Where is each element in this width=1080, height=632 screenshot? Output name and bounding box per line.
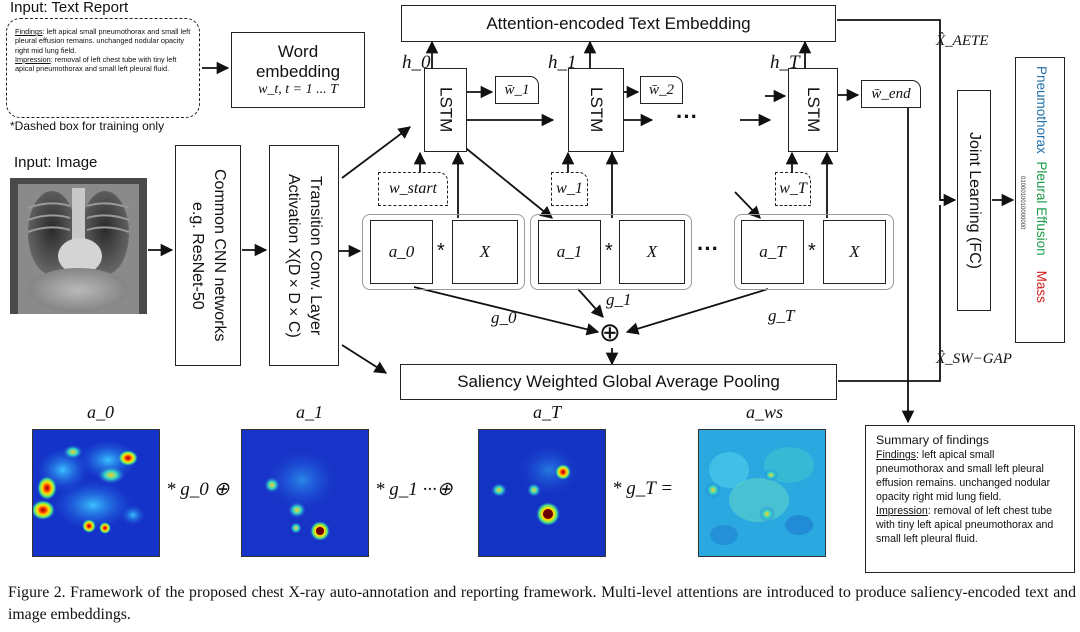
g1-label: g_1: [606, 290, 632, 309]
input-word-T: w_T: [775, 172, 811, 206]
label-mass: Mass: [1034, 270, 1049, 303]
input-text-title: Input: Text Report: [10, 0, 129, 16]
label-pleural-effusion: Pleural Effusion: [1034, 161, 1049, 256]
X0-label: X: [479, 242, 491, 261]
swgap-label: X̂_SW−GAP: [936, 351, 1012, 367]
transition-line1: Transition Conv. Layer: [307, 175, 324, 336]
summary-findings-text: : left apical small pneumothorax and sma…: [876, 449, 1051, 503]
output-word-1: w̄_1: [495, 76, 539, 104]
X1-label: X: [646, 242, 658, 261]
heatmap-op-1: * g_1 ···⊕: [375, 479, 453, 500]
lstm-ellipsis: ···: [676, 104, 698, 129]
training-note: *Dashed box for training only: [10, 119, 165, 133]
attention-group-1: [530, 214, 692, 290]
label-code: 0100010010000000: [1019, 176, 1025, 230]
summary-impression-text: : removal of left chest tube with tiny l…: [876, 505, 1054, 545]
joint-learning-box: Joint Learning (FC): [957, 90, 991, 311]
output-word-2-label: w̄_2: [648, 81, 674, 98]
attention-text-embedding-label: Attention-encoded Text Embedding: [486, 13, 751, 33]
h1-label: h_1: [548, 52, 577, 73]
report-impression-label: Impression: [15, 54, 51, 64]
word-embedding-formula: w_t, t = 1 ... T: [258, 82, 338, 97]
heatmap-title-a0: a_0: [87, 402, 114, 422]
g0-label: g_0: [491, 308, 517, 327]
heatmap-op-0: * g_0 ⊕: [166, 479, 230, 500]
attention-map-a0: a_0: [370, 220, 433, 284]
heatmap-title-aws: a_ws: [746, 402, 784, 422]
aete-label: X̂_AETE: [936, 33, 989, 49]
input-image-title: Input: Image: [14, 154, 98, 171]
lstm-cell-0: LSTM: [424, 68, 467, 152]
input-word-start: w_start: [378, 172, 448, 206]
a0-label: a_0: [388, 242, 415, 261]
aT-label: a_T: [759, 242, 786, 261]
input-word-T-label: w_T: [779, 180, 807, 197]
a1-label: a_1: [556, 242, 583, 261]
heatmap-a1: [241, 429, 369, 557]
lstm-0-label: LSTM: [436, 87, 456, 133]
input-word-1: w_1: [551, 172, 588, 206]
lstm-cell-T: LSTM: [788, 68, 838, 152]
input-word-start-label: w_start: [388, 180, 437, 197]
heatmap-title-aT: a_T: [533, 402, 562, 422]
attention-ellipsis: ···: [697, 236, 719, 261]
summary-box: Summary of findings Findings: left apica…: [865, 425, 1075, 573]
heatmap-title-a1: a_1: [296, 402, 323, 422]
input-word-1-label: w_1: [556, 180, 583, 197]
feature-X-0: X: [452, 220, 518, 284]
lstm-1-label: LSTM: [587, 87, 606, 133]
word-embedding-line2: embedding: [255, 62, 341, 81]
saliency-gap-box: Saliency Weighted Global Average Pooling: [400, 364, 837, 400]
attention-text-embedding-box: Attention-encoded Text Embedding: [401, 5, 836, 42]
output-word-1-label: w̄_1: [504, 81, 530, 98]
feature-X-1: X: [619, 220, 685, 284]
transition-line2: Activation X(D×D×C): [285, 173, 302, 338]
summary-impression-label: Impression: [876, 505, 928, 517]
summary-title: Summary of findings: [876, 433, 989, 447]
label-pneumothorax: Pneumothorax: [1034, 66, 1049, 154]
output-word-2: w̄_2: [640, 76, 683, 104]
oplus-symbol: ⊕: [599, 317, 621, 347]
attention-group-T: [734, 214, 894, 290]
times-1: *: [605, 240, 613, 262]
saliency-gap-label: Saliency Weighted Global Average Pooling: [457, 372, 780, 391]
cnn-line2: e.g. ResNet-50: [189, 201, 206, 310]
heatmap-a0: [32, 429, 160, 557]
report-impression-text: : removal of left chest tube with tiny l…: [15, 54, 177, 74]
lstm-cell-1: LSTM: [568, 68, 624, 152]
joint-learning-label: Joint Learning (FC): [966, 132, 983, 269]
XT-label: X: [849, 242, 860, 261]
heatmap-aT: [478, 429, 606, 557]
word-embedding-box: Word embedding w_t, t = 1 ... T: [231, 32, 365, 108]
word-embedding-line1: Word: [277, 42, 319, 61]
cnn-box: Common CNN networks e.g. ResNet-50: [175, 145, 241, 366]
output-word-end: w̄_end: [861, 80, 921, 108]
report-findings-label: Findings: [15, 27, 43, 36]
h0-label: h_0: [402, 52, 431, 73]
attention-group-0: [362, 214, 525, 290]
attention-map-a1: a_1: [538, 220, 601, 284]
times-0: *: [437, 240, 445, 262]
gT-label: g_T: [768, 306, 795, 325]
lstm-T-label: LSTM: [804, 87, 823, 133]
transition-box: Transition Conv. Layer Activation X(D×D×…: [269, 145, 339, 366]
heatmap-aws: [698, 429, 826, 557]
figure-caption: Figure 2. Framework of the proposed ches…: [8, 584, 1076, 623]
times-T: *: [808, 240, 816, 262]
chest-xray-image: [10, 178, 147, 314]
report-findings-text: : left apical small pneumothorax and sma…: [15, 27, 191, 55]
text-report-box: Findings: left apical small pneumothorax…: [6, 18, 200, 118]
hT-label: h_T: [770, 52, 800, 73]
output-word-end-label: w̄_end: [871, 85, 911, 102]
labels-box: Pneumothorax Pleural Effusion Mass 01000…: [1015, 57, 1065, 343]
summary-findings-label: Findings: [876, 449, 917, 461]
cnn-line1: Common CNN networks: [211, 169, 228, 342]
heatmap-op-T: * g_T =: [612, 478, 674, 499]
attention-map-aT: a_T: [741, 220, 804, 284]
feature-X-T: X: [823, 220, 886, 284]
